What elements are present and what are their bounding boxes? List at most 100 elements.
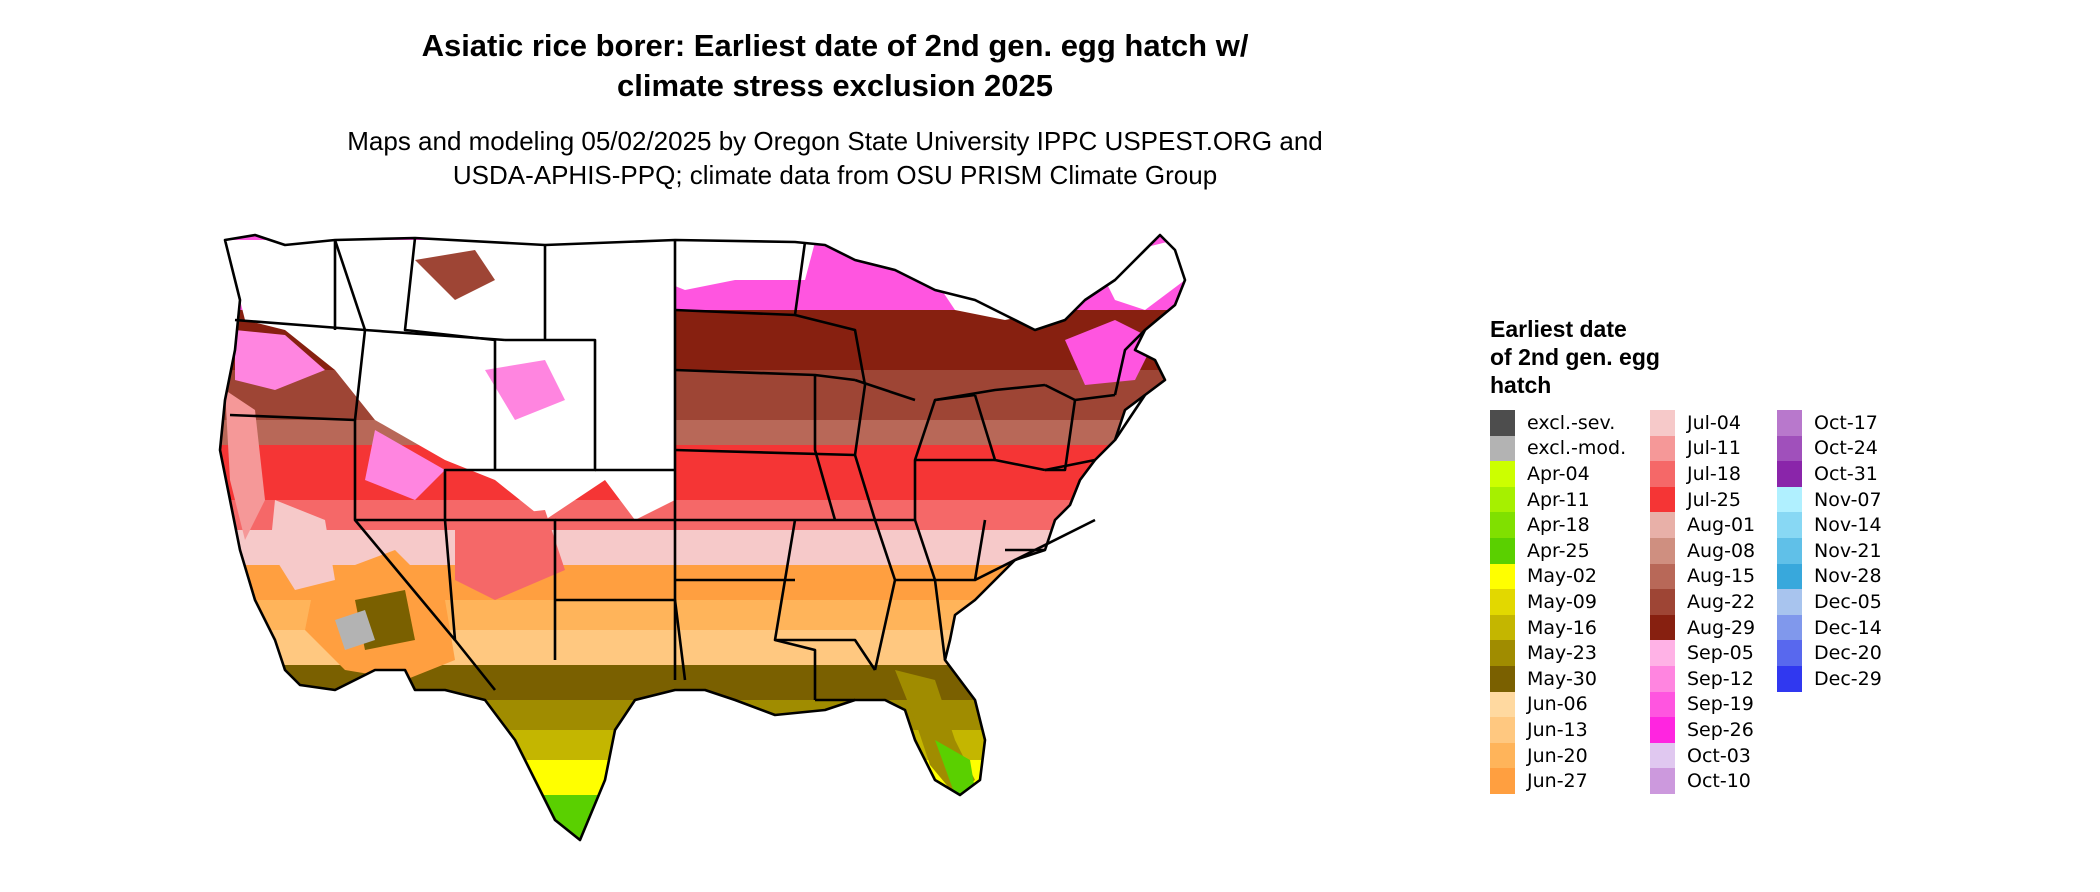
legend-item: Jun-27 xyxy=(1490,768,1626,794)
legend-item: excl.-sev. xyxy=(1490,410,1626,436)
legend-item: Apr-18 xyxy=(1490,512,1626,538)
legend-title-line-1: Earliest date xyxy=(1490,316,1627,342)
legend-swatch xyxy=(1650,640,1675,666)
legend-swatch xyxy=(1650,563,1675,590)
legend-label: Apr-25 xyxy=(1527,539,1590,562)
legend-item: Oct-31 xyxy=(1777,461,1882,487)
state-boundaries xyxy=(218,233,1187,842)
legend-item: Nov-21 xyxy=(1777,537,1882,564)
legend-swatch xyxy=(1490,742,1515,769)
legend-swatch xyxy=(1650,691,1675,718)
legend-item: Jun-06 xyxy=(1490,691,1626,718)
legend-swatch xyxy=(1650,768,1675,794)
legend-item: Aug-15 xyxy=(1650,563,1756,590)
legend-swatch xyxy=(1777,435,1802,462)
legend-item: Jun-13 xyxy=(1490,717,1626,743)
legend-swatch xyxy=(1490,461,1515,487)
legend-item: May-09 xyxy=(1490,589,1626,615)
legend-item: Sep-26 xyxy=(1650,717,1755,743)
legend-label: Apr-18 xyxy=(1527,514,1590,537)
legend-item: May-16 xyxy=(1490,614,1626,641)
legend-column-2: Jul-04 Jul-11 Jul-18 Jul-25 Aug-01 Aug-08 Aug-… xyxy=(1650,410,1755,794)
legend-item: Jul-18 xyxy=(1650,461,1755,487)
legend-item: Nov-14 xyxy=(1777,512,1882,538)
legend-label: Jun-27 xyxy=(1527,770,1588,793)
legend-label: Oct-10 xyxy=(1687,770,1751,793)
legend-swatch xyxy=(1650,614,1675,641)
legend-swatch xyxy=(1650,665,1675,692)
legend-item: Dec-14 xyxy=(1777,614,1882,641)
legend-item: Dec-05 xyxy=(1777,589,1882,615)
legend-item: Oct-10 xyxy=(1650,768,1755,794)
legend-item: Dec-29 xyxy=(1777,665,1882,692)
legend-label: May-02 xyxy=(1527,565,1597,588)
legend-item: May-02 xyxy=(1490,563,1626,590)
legend-label: Aug-15 xyxy=(1687,565,1756,588)
legend-label: Aug-08 xyxy=(1687,539,1756,562)
legend-swatch xyxy=(1650,717,1675,743)
legend-label: May-30 xyxy=(1527,667,1597,690)
legend-swatch xyxy=(1777,563,1802,590)
legend-swatch xyxy=(1650,512,1675,538)
legend-label: Jul-04 xyxy=(1687,411,1741,434)
legend-item: Aug-08 xyxy=(1650,537,1756,564)
legend-swatch xyxy=(1777,410,1802,436)
legend-swatch xyxy=(1490,537,1515,564)
legend-label: Dec-29 xyxy=(1814,667,1882,690)
legend-label: Dec-20 xyxy=(1814,642,1882,665)
legend-label: Nov-28 xyxy=(1814,565,1882,588)
legend-swatch xyxy=(1490,614,1515,641)
legend-item: May-30 xyxy=(1490,665,1626,692)
legend-item: Jul-25 xyxy=(1650,486,1755,513)
legend-item: Sep-19 xyxy=(1650,691,1755,718)
legend-item: excl.-mod. xyxy=(1490,435,1626,462)
legend-swatch xyxy=(1490,486,1515,513)
legend-title-line-3: hatch xyxy=(1490,372,1552,398)
legend-swatch xyxy=(1650,410,1675,436)
legend-swatch xyxy=(1777,589,1802,615)
legend-label: Apr-11 xyxy=(1527,488,1590,511)
legend-swatch xyxy=(1490,691,1515,718)
legend-label: May-09 xyxy=(1527,590,1597,613)
legend-item: Aug-29 xyxy=(1650,614,1756,641)
legend-label: Dec-05 xyxy=(1814,590,1882,613)
legend-item: Apr-04 xyxy=(1490,461,1626,487)
us-map-svg xyxy=(218,233,1187,842)
legend-label: Sep-12 xyxy=(1687,667,1754,690)
legend-item: Apr-25 xyxy=(1490,537,1626,564)
map-title: Asiatic rice borer: Earliest date of 2nd… xyxy=(250,26,1420,106)
legend-item: Nov-28 xyxy=(1777,563,1882,590)
legend-swatch xyxy=(1650,461,1675,487)
legend-item: Jul-11 xyxy=(1650,435,1755,462)
legend-label: Oct-17 xyxy=(1814,411,1878,434)
legend-swatch xyxy=(1650,589,1675,615)
legend-title-line-2: of 2nd gen. egg xyxy=(1490,344,1660,370)
legend-label: Oct-31 xyxy=(1814,462,1878,485)
legend-item: Oct-03 xyxy=(1650,742,1755,769)
subtitle-line-1: Maps and modeling 05/02/2025 by Oregon S… xyxy=(347,126,1323,156)
legend-label: Aug-29 xyxy=(1687,616,1756,639)
legend-label: Sep-26 xyxy=(1687,718,1754,741)
legend-label: Nov-21 xyxy=(1814,539,1882,562)
legend-swatch xyxy=(1777,640,1802,666)
legend-item: May-23 xyxy=(1490,640,1626,666)
legend-label: excl.-sev. xyxy=(1527,411,1616,434)
legend-item: Sep-12 xyxy=(1650,665,1755,692)
legend-label: Jun-06 xyxy=(1527,693,1588,716)
legend-swatch xyxy=(1777,486,1802,513)
legend-swatch xyxy=(1490,768,1515,794)
legend-label: Oct-24 xyxy=(1814,437,1878,460)
legend-label: Sep-05 xyxy=(1687,642,1754,665)
legend-item: Oct-24 xyxy=(1777,435,1882,462)
legend-item: Aug-22 xyxy=(1650,589,1755,615)
legend-label: Sep-19 xyxy=(1687,693,1754,716)
us-map xyxy=(215,220,1455,890)
legend-label: Apr-04 xyxy=(1527,462,1590,485)
legend-swatch xyxy=(1490,410,1515,436)
subtitle-line-2: USDA-APHIS-PPQ; climate data from OSU PR… xyxy=(452,160,1218,190)
legend-swatch xyxy=(1777,461,1802,487)
legend-label: Oct-03 xyxy=(1687,744,1751,767)
legend-swatch xyxy=(1490,640,1515,666)
legend-label: Jul-11 xyxy=(1687,437,1741,460)
legend-swatch xyxy=(1490,589,1515,615)
